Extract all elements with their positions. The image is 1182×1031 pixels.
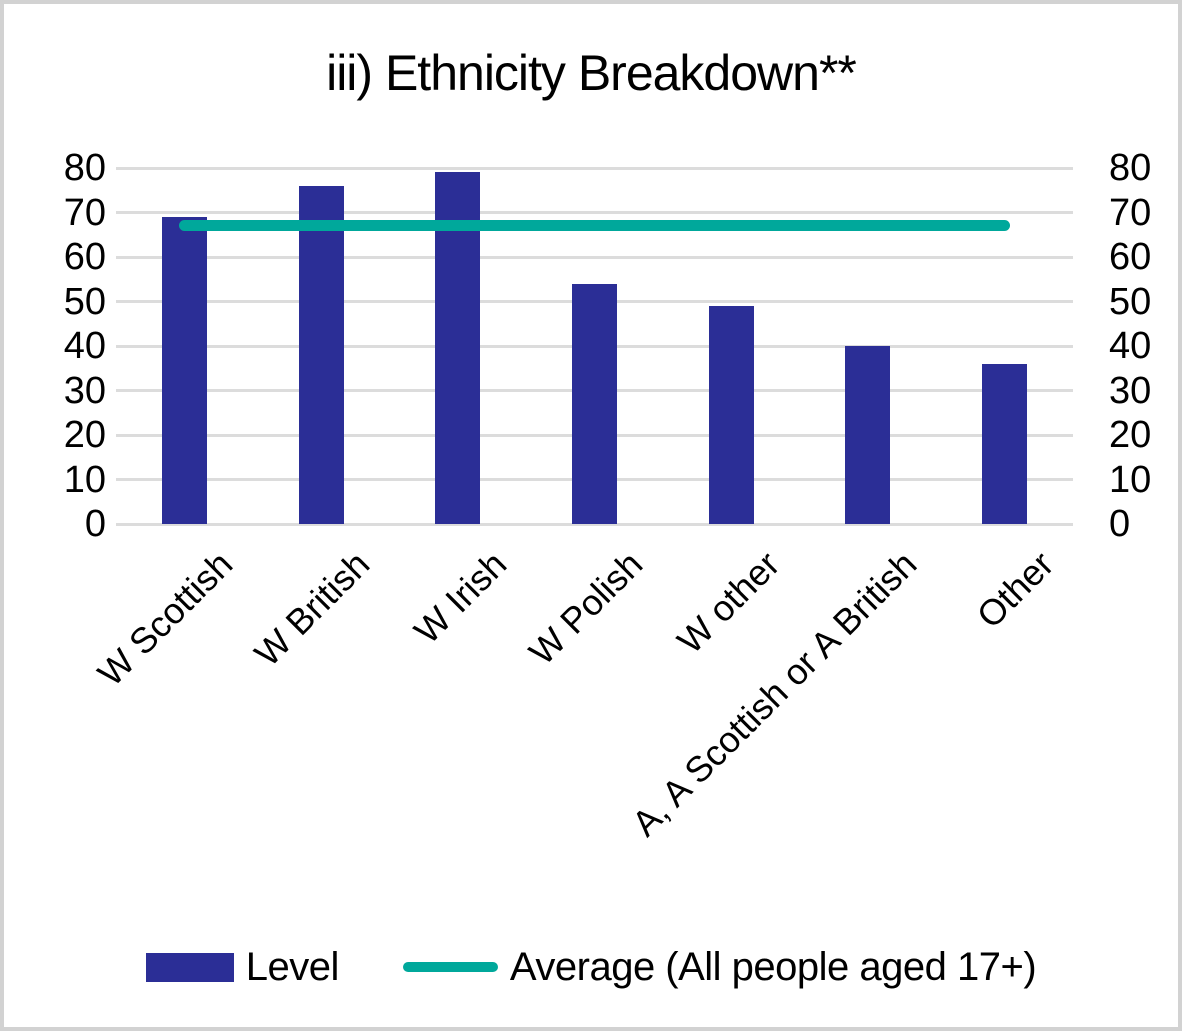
chart-title: iii) Ethnicity Breakdown** [326,45,857,101]
y-axis-left-tick-70: 70 [63,191,106,234]
y-axis-right-tick-0: 0 [1109,503,1131,545]
bar-w-irish [435,172,481,524]
legend-line-label: Average (All people aged 17+) [509,944,1037,989]
legend-bar-swatch-icon [145,952,234,982]
y-axis-left-tick-0: 0 [84,503,106,545]
bar-w-polish [572,283,617,524]
average-line [178,220,1011,232]
y-axis-left-tick-50: 50 [63,280,106,323]
y-axis-right-tick-70: 70 [1109,191,1152,234]
y-axis-left-tick-10: 10 [63,458,106,501]
x-axis-label-w-british: W British [246,543,378,675]
y-axis-right-tick-80: 80 [1109,147,1152,189]
y-axis-left-tick-80: 80 [63,147,106,189]
y-axis-left-tick-60: 60 [63,236,106,278]
legend: Level Average (All people aged 17+) [4,937,1178,997]
y-axis-right-tick-30: 30 [1109,369,1152,412]
gridline-0 [116,522,1073,526]
gridline-60 [116,255,1073,259]
legend-item-level: Level [145,944,340,990]
x-axis-label-w-irish: W Irish [405,543,515,652]
x-axis-label-w-scottish: W Scottish [89,543,241,694]
bar-w-scottish [161,216,207,524]
plot-area: 0 0 10 10 20 20 30 30 40 40 50 50 60 60 70 70 80 80 W Scot… [64,149,1152,844]
bar-w-british [298,185,344,524]
bar-other [982,363,1028,524]
x-axis-label-w-polish: W Polish [521,543,651,673]
y-axis-right-tick-20: 20 [1109,414,1152,456]
legend-line-swatch-icon [402,962,498,972]
y-axis-left-tick-30: 30 [63,369,106,412]
legend-bar-label: Level [245,944,340,989]
y-axis-left-tick-20: 20 [63,414,106,456]
gridline-70 [116,211,1073,214]
y-axis-right-tick-10: 10 [1109,458,1152,501]
gridline-80 [116,166,1073,170]
x-axis-label-w-other: W other [669,543,788,662]
y-axis-right-tick-40: 40 [1109,325,1152,367]
x-axis-label-other: Other [968,543,1061,636]
y-axis-left-tick-40: 40 [63,325,106,367]
bar-a-a-scottish-or-a-british [845,346,891,524]
y-axis-right-tick-50: 50 [1109,280,1152,323]
x-axis-label-a-a-scottish-or-a-british: A, A Scottish or A British [623,543,925,844]
y-axis-right-tick-60: 60 [1109,236,1152,278]
bar-w-other [708,305,754,524]
legend-item-average: Average (All people aged 17+) [402,944,1037,990]
